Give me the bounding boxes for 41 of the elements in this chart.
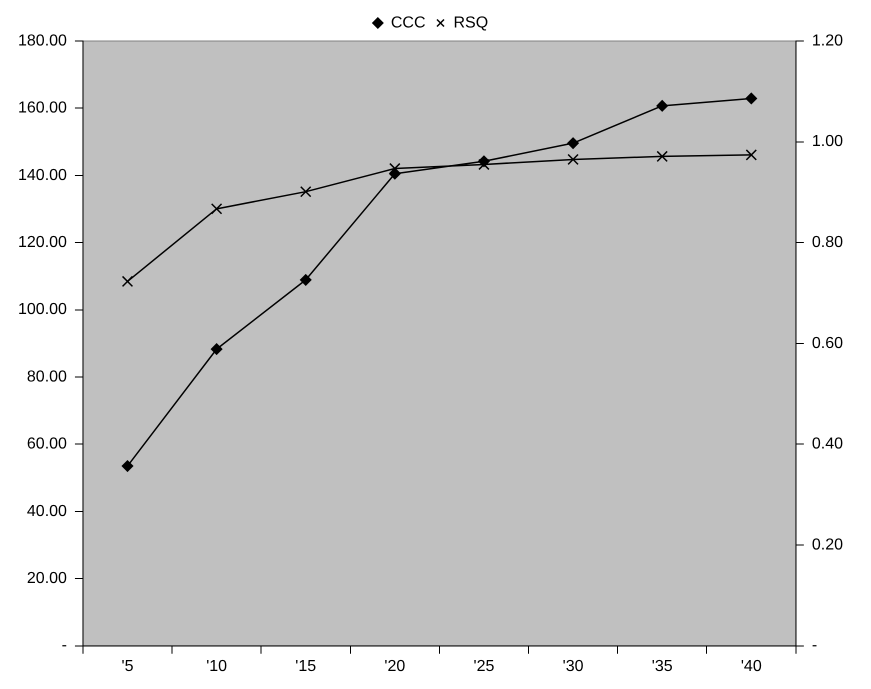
- y-tick-label: 180.00: [18, 32, 68, 50]
- x-tick-label: '5: [122, 658, 134, 675]
- point: [210, 203, 222, 215]
- point: [122, 276, 134, 288]
- x-tick-label: '15: [295, 658, 316, 675]
- x-tick-label: '25: [474, 658, 494, 675]
- x-tick-label: '30: [562, 658, 584, 675]
- y2-tick-label: 0.20: [812, 536, 844, 554]
- y2-tick-label: 1.20: [812, 32, 844, 50]
- legend-label: RSQ: [453, 14, 488, 32]
- point: [656, 150, 668, 162]
- y2-tick-label: 0.60: [812, 334, 844, 352]
- point: [122, 460, 134, 472]
- x-tick-label: '10: [206, 658, 228, 675]
- point: [478, 158, 490, 170]
- y-tick-label: -: [62, 637, 67, 654]
- point: [746, 92, 758, 104]
- x-tick-label: '35: [652, 658, 673, 675]
- y2-tick-label: 0.80: [812, 234, 844, 252]
- point: [567, 154, 579, 166]
- y-tick-label: 160.00: [18, 100, 68, 117]
- y-tick-label: 20.00: [26, 570, 68, 588]
- y-tick-label: 80.00: [26, 368, 68, 386]
- y2-tick-label: -: [812, 637, 818, 654]
- y-tick-label: 140.00: [18, 166, 68, 184]
- y-tick-label: 120.00: [18, 234, 68, 252]
- point: [300, 274, 312, 286]
- point: [656, 100, 668, 112]
- x-tick-label: '40: [740, 658, 762, 675]
- point: [746, 149, 757, 161]
- point: [389, 162, 401, 174]
- y-tick-label: 100.00: [18, 301, 68, 318]
- x-tick-label: '20: [384, 658, 406, 675]
- y2-tick-label: 0.40: [812, 436, 844, 453]
- y-tick-label: 60.00: [26, 436, 68, 453]
- point: [567, 137, 579, 149]
- point: [300, 186, 312, 198]
- legend-label: CCC: [390, 14, 426, 32]
- y-tick-label: 40.00: [26, 502, 68, 520]
- point: [210, 343, 222, 355]
- y2-tick-label: 1.00: [812, 133, 844, 150]
